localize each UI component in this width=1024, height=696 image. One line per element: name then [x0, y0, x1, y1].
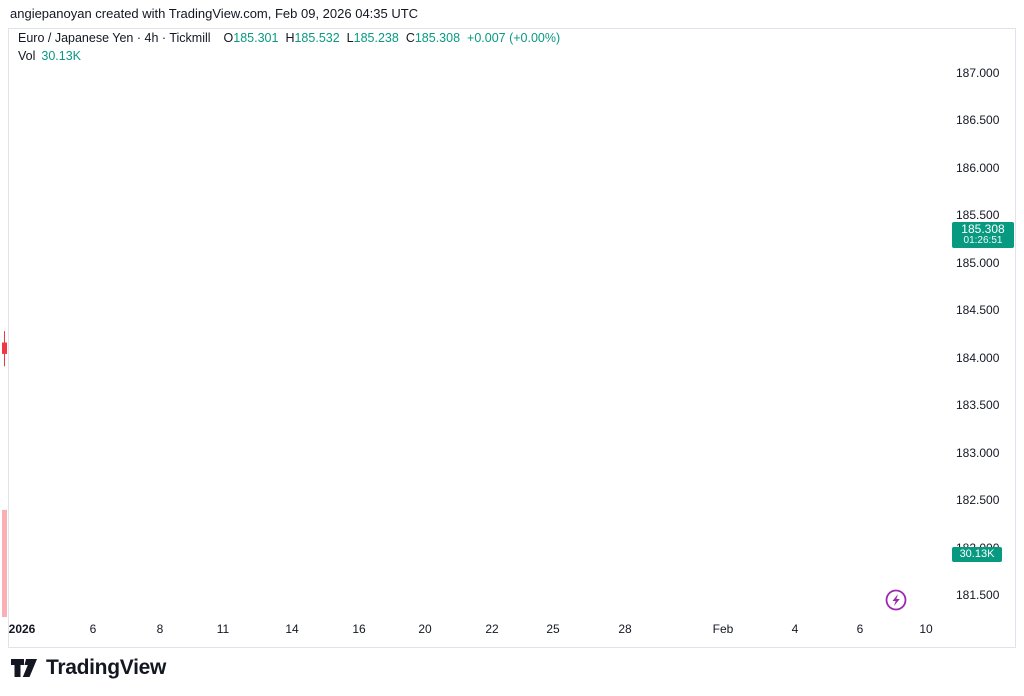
attribution-text: angiepanoyan created with TradingView.co…: [10, 6, 419, 21]
time-axis-label: 4: [791, 622, 799, 636]
time-axis-label: 22: [485, 622, 499, 636]
bar-countdown: 01:26:51: [963, 235, 1003, 246]
chart-panel: [8, 28, 1016, 648]
interval-label: 4h: [144, 31, 159, 45]
volume-badge: 30.13K: [952, 547, 1002, 562]
symbol-title[interactable]: Euro / Japanese Yen · 4h · Tickmill: [18, 31, 211, 45]
last-price-value: 185.308: [961, 222, 1005, 236]
price-change: +0.007 (+0.00%): [467, 31, 561, 45]
last-price-badge: 185.308 01:26:51: [952, 222, 1014, 248]
time-axis-label: 6: [856, 622, 864, 636]
volume-legend: Vol 30.13K: [18, 49, 82, 63]
tradingview-logo[interactable]: TradingView: [10, 656, 166, 680]
price-axis-label: 187.000: [956, 65, 1000, 80]
tradingview-logo-icon: [11, 659, 37, 677]
ohlc-high: H185.532: [285, 31, 340, 45]
price-axis-label: 183.500: [956, 398, 1000, 413]
price-axis-label: 182.500: [956, 493, 1000, 508]
flash-icon[interactable]: [885, 589, 907, 611]
time-axis-label: 2026: [8, 622, 36, 636]
time-axis-label: 28: [618, 622, 632, 636]
price-axis-label: 184.500: [956, 303, 1000, 318]
time-axis-label: 6: [89, 622, 97, 636]
time-axis-label: 25: [546, 622, 560, 636]
time-axis-label: 8: [156, 622, 164, 636]
time-axis-label: 10: [919, 622, 933, 636]
price-axis-label: 183.000: [956, 445, 1000, 460]
price-axis-label: 185.000: [956, 255, 1000, 270]
ohlc-open: O185.301: [223, 31, 279, 45]
time-axis-label: 11: [216, 622, 230, 636]
ohlc-close: C185.308: [405, 31, 461, 45]
time-axis-label: Feb: [712, 622, 734, 636]
chart-legend: Euro / Japanese Yen · 4h · Tickmill O185.…: [18, 31, 560, 45]
time-axis-label: 20: [418, 622, 432, 636]
price-axis-label: 185.500: [956, 208, 1000, 223]
price-axis-label: 181.500: [956, 588, 1000, 603]
price-axis-label: 184.000: [956, 350, 1000, 365]
price-axis-label: 186.500: [956, 113, 1000, 128]
time-axis-label: 14: [285, 622, 299, 636]
ohlc-low: L185.238: [346, 31, 399, 45]
broker-label: Tickmill: [169, 31, 211, 45]
time-axis-label: 16: [352, 622, 366, 636]
tradingview-logo-text: TradingView: [46, 656, 167, 679]
volume-value: 30.13K: [41, 49, 82, 63]
price-axis-label: 186.000: [956, 160, 1000, 175]
